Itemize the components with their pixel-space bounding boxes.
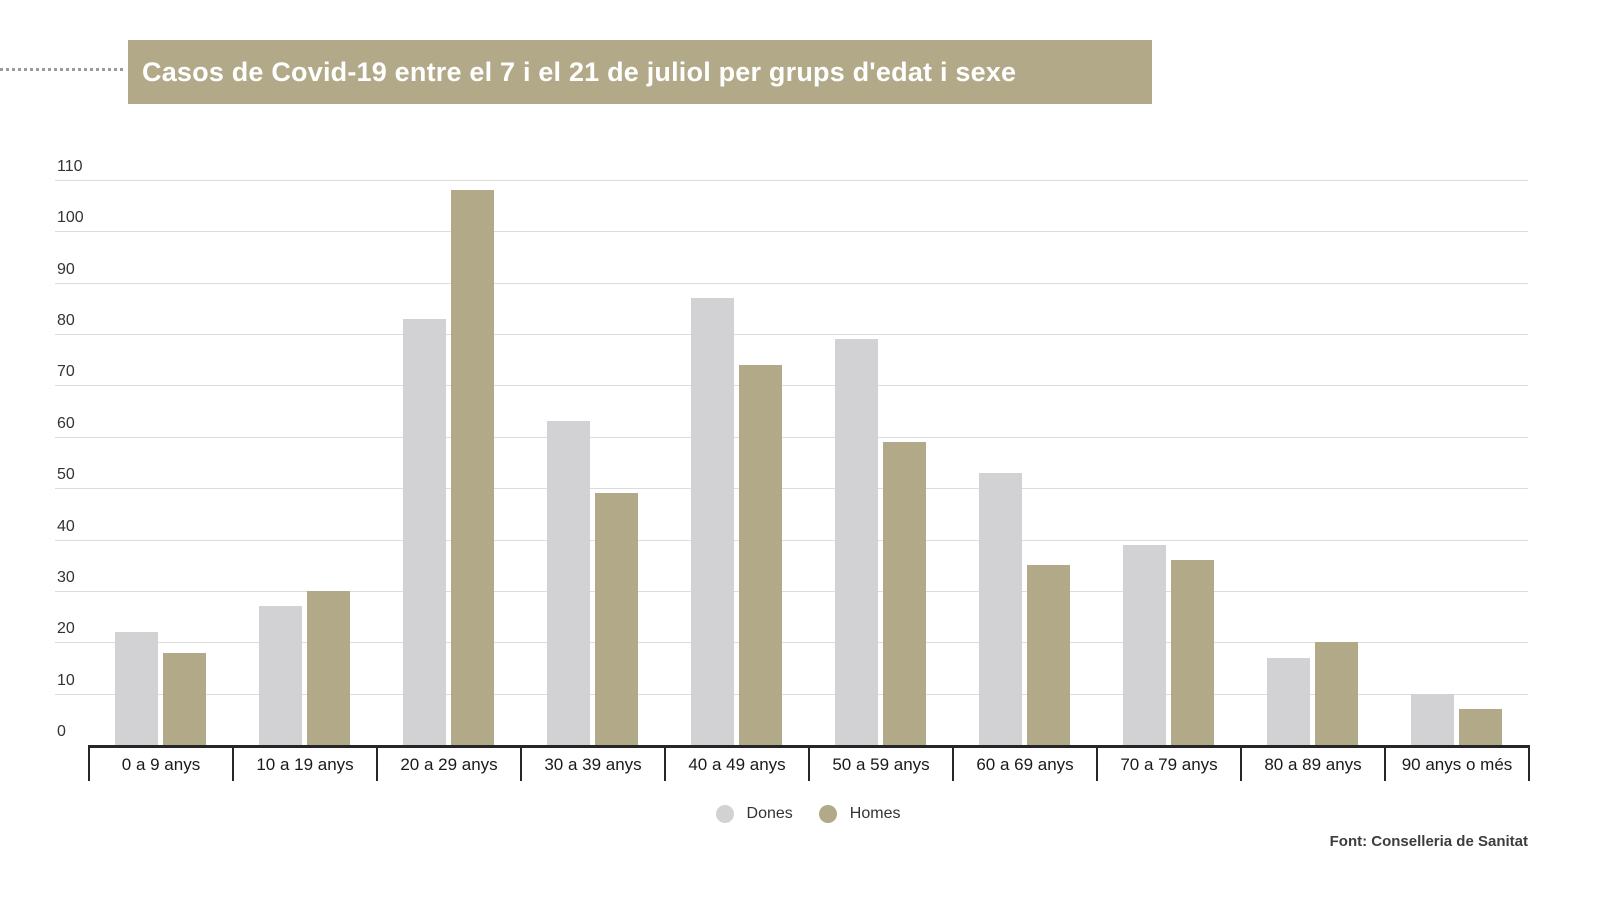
y-axis-label-10: 10: [57, 671, 75, 689]
bar-group-1: [232, 180, 376, 745]
y-axis-label-50: 50: [57, 466, 75, 484]
legend-swatch-dones: [715, 805, 734, 823]
bar-homes-9: [1458, 709, 1502, 745]
x-axis-label-5: 50 a 59 anys: [808, 748, 952, 781]
bar-homes-8: [1314, 642, 1358, 745]
x-axis: 0 a 9 anys 10 a 19 anys 20 a 29 anys 30 a 3…: [88, 745, 1530, 781]
gridline-80: [55, 334, 1528, 336]
bar-group-2: [376, 180, 520, 745]
source-note: Font: Conselleria de Sanitat: [1329, 833, 1528, 850]
x-axis-label-8: 80 a 89 anys: [1240, 748, 1384, 781]
bar-homes-1: [306, 590, 350, 745]
bar-dones-5: [834, 339, 878, 745]
legend: Dones Homes: [88, 805, 1528, 823]
x-axis-label-6: 60 a 69 anys: [952, 748, 1096, 781]
x-axis-label-7: 70 a 79 anys: [1096, 748, 1240, 781]
gridline-40: [55, 539, 1528, 541]
header-dotted-line: [0, 68, 123, 71]
gridline-20: [55, 642, 1528, 644]
legend-item-dones: Dones: [715, 805, 793, 823]
gridline-90: [55, 282, 1528, 284]
bar-homes-4: [738, 364, 782, 745]
bar-group-4: [664, 180, 808, 745]
gridline-60: [55, 436, 1528, 438]
chart-title: Casos de Covid-19 entre el 7 i el 21 de …: [142, 56, 1017, 87]
y-axis-label-80: 80: [57, 312, 75, 330]
bar-homes-7: [1170, 560, 1214, 745]
x-axis-label-3: 30 a 39 anys: [520, 748, 664, 781]
y-axis-label-100: 100: [57, 209, 84, 227]
bar-group-6: [952, 180, 1096, 745]
bar-dones-4: [690, 298, 734, 745]
gridline-100: [55, 231, 1528, 233]
y-axis-label-110: 110: [57, 158, 83, 175]
x-axis-label-2: 20 a 29 anys: [376, 748, 520, 781]
bar-group-9: [1384, 180, 1528, 745]
x-axis-label-9: 90 anys o més: [1384, 748, 1528, 781]
bar-homes-6: [1026, 565, 1070, 745]
bar-group-7: [1096, 180, 1240, 745]
gridline-10: [55, 693, 1528, 695]
plot-area: [88, 180, 1528, 745]
y-axis-label-40: 40: [57, 517, 75, 535]
bar-dones-3: [546, 421, 590, 745]
bar-dones-6: [978, 472, 1022, 745]
bar-dones-9: [1410, 693, 1454, 745]
legend-label-dones: Dones: [746, 805, 793, 822]
legend-item-homes: Homes: [818, 805, 901, 823]
bar-dones-7: [1122, 544, 1166, 745]
bar-homes-5: [882, 441, 926, 745]
y-axis-label-20: 20: [57, 620, 75, 638]
bar-dones-1: [258, 606, 302, 745]
chart-title-band: Casos de Covid-19 entre el 7 i el 21 de …: [128, 40, 1152, 104]
bar-group-3: [520, 180, 664, 745]
legend-label-homes: Homes: [849, 805, 901, 822]
y-axis-label-90: 90: [57, 260, 75, 278]
y-axis-label-30: 30: [57, 568, 75, 586]
bar-dones-0: [114, 632, 158, 745]
gridline-30: [55, 590, 1528, 592]
y-axis-label-70: 70: [57, 363, 75, 381]
x-axis-label-0: 0 a 9 anys: [88, 748, 232, 781]
y-axis-label-0: 0: [57, 723, 66, 740]
bar-homes-0: [162, 652, 206, 745]
x-axis-label-4: 40 a 49 anys: [664, 748, 808, 781]
gridline-110: [55, 180, 1528, 181]
bar-group-5: [808, 180, 952, 745]
bar-dones-8: [1266, 657, 1310, 745]
y-axis-label-60: 60: [57, 414, 75, 432]
bar-dones-2: [402, 318, 446, 745]
bar-group-0: [88, 180, 232, 745]
bar-group-8: [1240, 180, 1384, 745]
x-axis-label-1: 10 a 19 anys: [232, 748, 376, 781]
y-axis-grid: 0 10 20 30 40 50 60 70 80 90 100 110: [55, 159, 1528, 745]
bar-homes-3: [594, 493, 638, 745]
gridline-50: [55, 488, 1528, 490]
gridline-70: [55, 385, 1528, 387]
bar-homes-2: [450, 190, 494, 745]
legend-swatch-homes: [818, 805, 837, 823]
